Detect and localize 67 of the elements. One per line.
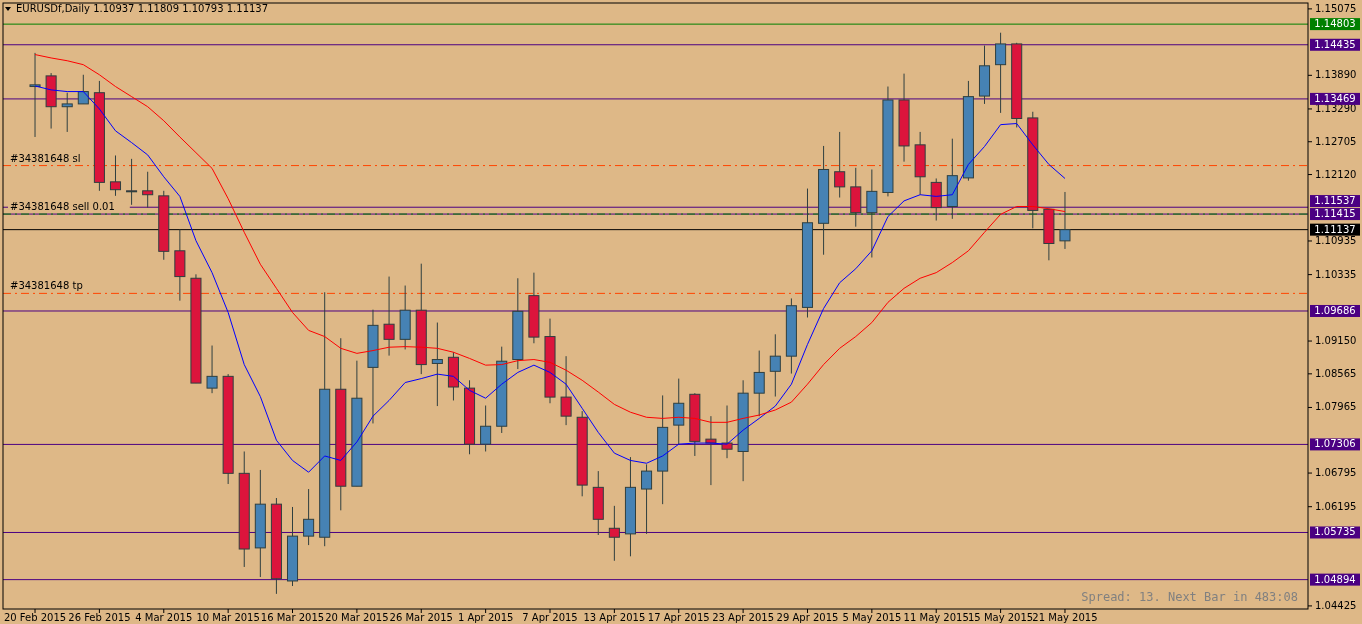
x-tick-label: 1 Apr 2015 <box>457 612 514 623</box>
chart-title: EURUSDf,Daily 1.10937 1.11809 1.10793 1.11137 <box>16 3 269 14</box>
candlestick <box>77 74 89 105</box>
candlestick <box>303 488 315 546</box>
candlestick <box>673 378 685 445</box>
ref-line-label: 1.09686 <box>1314 304 1356 316</box>
ref-line-label: 1.14435 <box>1314 38 1356 50</box>
ref-line-label: 1.11537 <box>1314 195 1356 207</box>
x-tick-label: 21 May 2015 <box>1032 612 1098 623</box>
x-tick-label: 5 May 2015 <box>842 612 902 623</box>
candlestick <box>769 333 781 398</box>
ref-line-label: 1.07306 <box>1314 438 1356 450</box>
ref-line-label: 1.05735 <box>1314 526 1356 538</box>
candlestick <box>753 350 765 417</box>
y-tick-label: 1.08565 <box>1315 367 1357 379</box>
y-tick-label: 1.10935 <box>1315 234 1357 246</box>
y-tick-label: 1.06195 <box>1315 500 1357 512</box>
candlestick <box>1059 191 1071 250</box>
x-tick-label: 10 Mar 2015 <box>196 612 260 623</box>
x-tick-label: 4 Mar 2015 <box>135 612 193 623</box>
y-tick-label: 1.15075 <box>1315 2 1357 14</box>
ref-line-label: #34381648 sl <box>10 152 81 164</box>
x-tick-label: 16 Mar 2015 <box>260 612 325 623</box>
text: Spread: 13. Next Bar in 483:08 <box>1081 590 1298 604</box>
x-tick-label: 20 Feb 2015 <box>3 612 67 623</box>
x-tick-label: 26 Feb 2015 <box>68 612 131 623</box>
candlestick <box>126 158 138 206</box>
x-tick-label: 29 Apr 2015 <box>776 612 839 623</box>
x-tick-label: 11 May 2015 <box>903 612 969 623</box>
x-tick-label: 20 Mar 2015 <box>325 612 389 623</box>
candlestick <box>142 171 154 209</box>
candlestick <box>206 345 218 394</box>
ref-line-label: 1.11415 <box>1314 208 1356 220</box>
ref-line-label: 1.11137 <box>1314 223 1356 235</box>
y-tick-label: 1.13290 <box>1315 102 1357 114</box>
candlestick <box>109 154 122 197</box>
candlestick <box>866 169 878 259</box>
candlestick <box>383 276 395 357</box>
candlestick <box>431 322 443 407</box>
x-tick-label: 26 Mar 2015 <box>389 612 453 623</box>
candlestick <box>61 92 73 133</box>
x-tick-label: 15 May 2015 <box>967 612 1034 623</box>
y-tick-label: 1.10335 <box>1315 268 1357 280</box>
y-tick-label: 1.09150 <box>1315 335 1357 347</box>
x-tick-label: 23 Apr 2015 <box>712 612 775 623</box>
candlestick <box>834 131 846 199</box>
x-tick-label: 7 Apr 2015 <box>522 612 578 623</box>
x-tick-label: 13 Apr 2015 <box>583 612 646 623</box>
candlestick <box>705 415 717 486</box>
ref-line-label: #34381648 tp <box>10 280 83 292</box>
candlestick <box>641 463 653 535</box>
ref-line-label: 1.14803 <box>1314 18 1356 30</box>
x-tick-label: 17 Apr 2015 <box>647 612 710 623</box>
y-tick-label: 1.12705 <box>1315 135 1357 147</box>
y-tick-label: 1.12120 <box>1315 168 1357 180</box>
candlestick <box>29 52 41 138</box>
y-tick-label: 1.07965 <box>1315 401 1357 413</box>
ref-line-label: #34381648 sell 0.01 <box>10 201 115 213</box>
candlestick <box>608 505 620 562</box>
ref-line-label: 1.13469 <box>1314 92 1356 104</box>
candlestick <box>560 355 572 426</box>
candlestick <box>480 405 492 452</box>
ref-line-label: 1.04894 <box>1314 573 1356 585</box>
candlestick <box>995 32 1007 114</box>
y-tick-label: 1.04425 <box>1315 599 1357 611</box>
y-tick-label: 1.13890 <box>1315 69 1357 81</box>
y-tick-label: 1.06795 <box>1315 467 1357 479</box>
